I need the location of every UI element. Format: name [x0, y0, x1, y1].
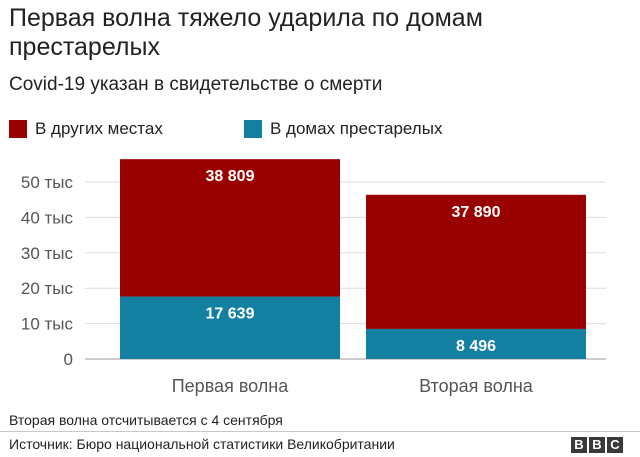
chart-subtitle: Covid-19 указан в свидетельстве о смерти	[9, 74, 383, 95]
chart-title: Первая волна тяжело ударила по домам пре…	[9, 4, 483, 61]
bar-segment	[120, 296, 340, 359]
y-tick-label: 40 тыс	[21, 208, 74, 227]
bar-segment	[366, 194, 586, 329]
x-tick-label: Первая волна	[172, 376, 289, 396]
bbc-logo-letter: B	[571, 437, 587, 453]
legend-label-care-homes: В домах престарелых	[270, 119, 443, 138]
bbc-logo-letter: B	[589, 437, 605, 453]
bbc-logo-letter: C	[607, 437, 623, 453]
data-label: 38 809	[206, 168, 255, 185]
source-text: Источник: Бюро национальной статистики В…	[9, 436, 395, 452]
chart-note: Вторая волна отсчитывается с 4 сентября	[9, 412, 283, 428]
y-tick-label: 20 тыс	[21, 279, 74, 298]
x-tick-label: Вторая волна	[419, 376, 534, 396]
legend-label-other-places: В других местах	[35, 119, 163, 138]
data-label: 37 890	[452, 204, 501, 221]
stacked-bar-chart: 0 10 тыс 20 тыс 30 тыс 40 тыс 50 тыс 17 639 38 …	[21, 159, 606, 396]
footer-divider	[0, 431, 640, 432]
y-tick-label: 0	[64, 350, 73, 369]
legend-swatch-care-homes	[244, 120, 262, 138]
y-tick-label: 30 тыс	[21, 244, 74, 263]
data-label: 8 496	[456, 338, 496, 355]
bar-segment	[366, 328, 586, 359]
y-tick-label: 50 тыс	[21, 173, 74, 192]
legend-swatch-other-places	[9, 120, 27, 138]
y-tick-label: 10 тыс	[21, 315, 74, 334]
data-label: 17 639	[206, 306, 255, 323]
bar-segment	[120, 159, 340, 297]
